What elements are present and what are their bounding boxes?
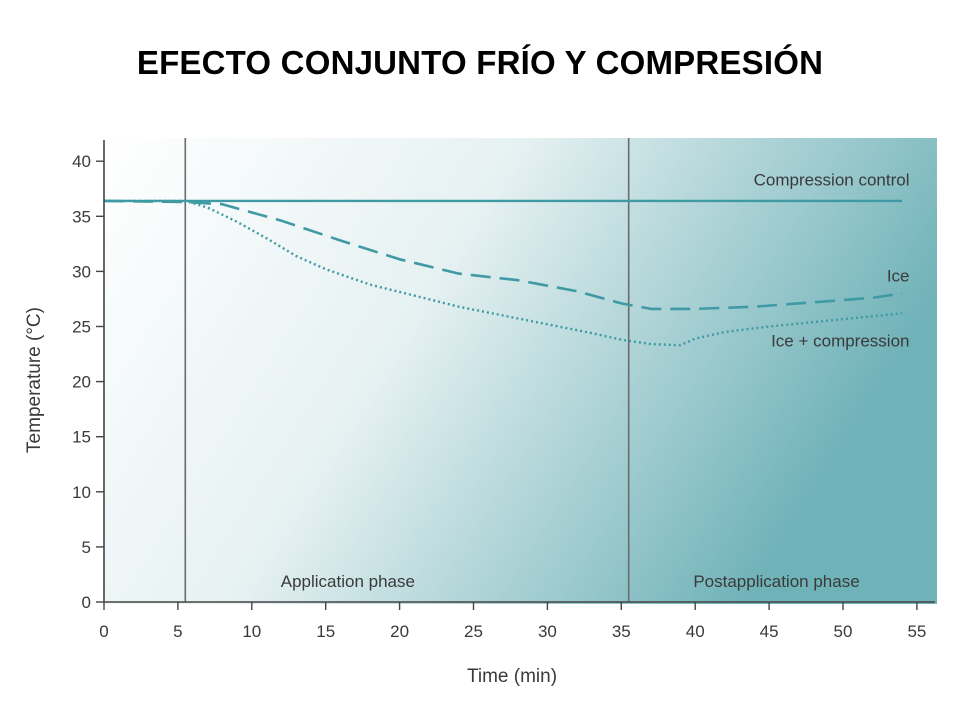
y-tick-label: 20 (72, 373, 91, 392)
y-tick-label: 0 (82, 593, 91, 612)
series-line (104, 199, 903, 347)
label-layer: Time (min) Temperature (°C) Compression … (24, 170, 910, 687)
x-tick-label: 0 (99, 622, 108, 641)
phase-layer: Application phase Postapplication phase (184, 138, 860, 602)
x-tick-label: 35 (612, 622, 631, 641)
x-axis-label: Time (min) (467, 666, 557, 687)
x-tick-label: 25 (464, 622, 483, 641)
y-tick-label: 15 (72, 428, 91, 447)
x-tick-label: 45 (760, 622, 779, 641)
x-tick-label: 5 (173, 622, 182, 641)
x-tick-label: 30 (538, 622, 557, 641)
series-label: Compression control (754, 170, 910, 189)
x-tick-label: 40 (686, 622, 705, 641)
y-tick-label: 40 (72, 152, 91, 171)
series-layer (103, 199, 903, 347)
x-tick-label: 20 (390, 622, 409, 641)
y-axis-label: Temperature (°C) (24, 307, 45, 453)
y-tick-label: 10 (72, 483, 91, 502)
x-tick-label: 10 (242, 622, 261, 641)
x-tick-label: 55 (907, 622, 926, 641)
y-tick-label: 25 (72, 318, 91, 337)
slide-title: EFECTO CONJUNTO FRÍO Y COMPRESIÓN (136, 44, 824, 81)
plot-background (104, 138, 937, 604)
phase-label: Application phase (281, 572, 415, 591)
y-tick-label: 5 (82, 538, 91, 557)
x-tick-label: 50 (834, 622, 853, 641)
y-tick-label: 30 (72, 262, 91, 281)
x-tick-label: 15 (316, 622, 335, 641)
tick-layer: 0 5 10 15 20 25 30 35 40 0 5 10 15 20 25 30 35 40 45 50 55 (72, 152, 926, 641)
series-label: Ice (887, 266, 910, 285)
phase-label: Postapplication phase (693, 572, 859, 591)
series-label: Ice + compression (771, 331, 909, 350)
y-tick-label: 35 (72, 207, 91, 226)
series-line (103, 199, 903, 311)
